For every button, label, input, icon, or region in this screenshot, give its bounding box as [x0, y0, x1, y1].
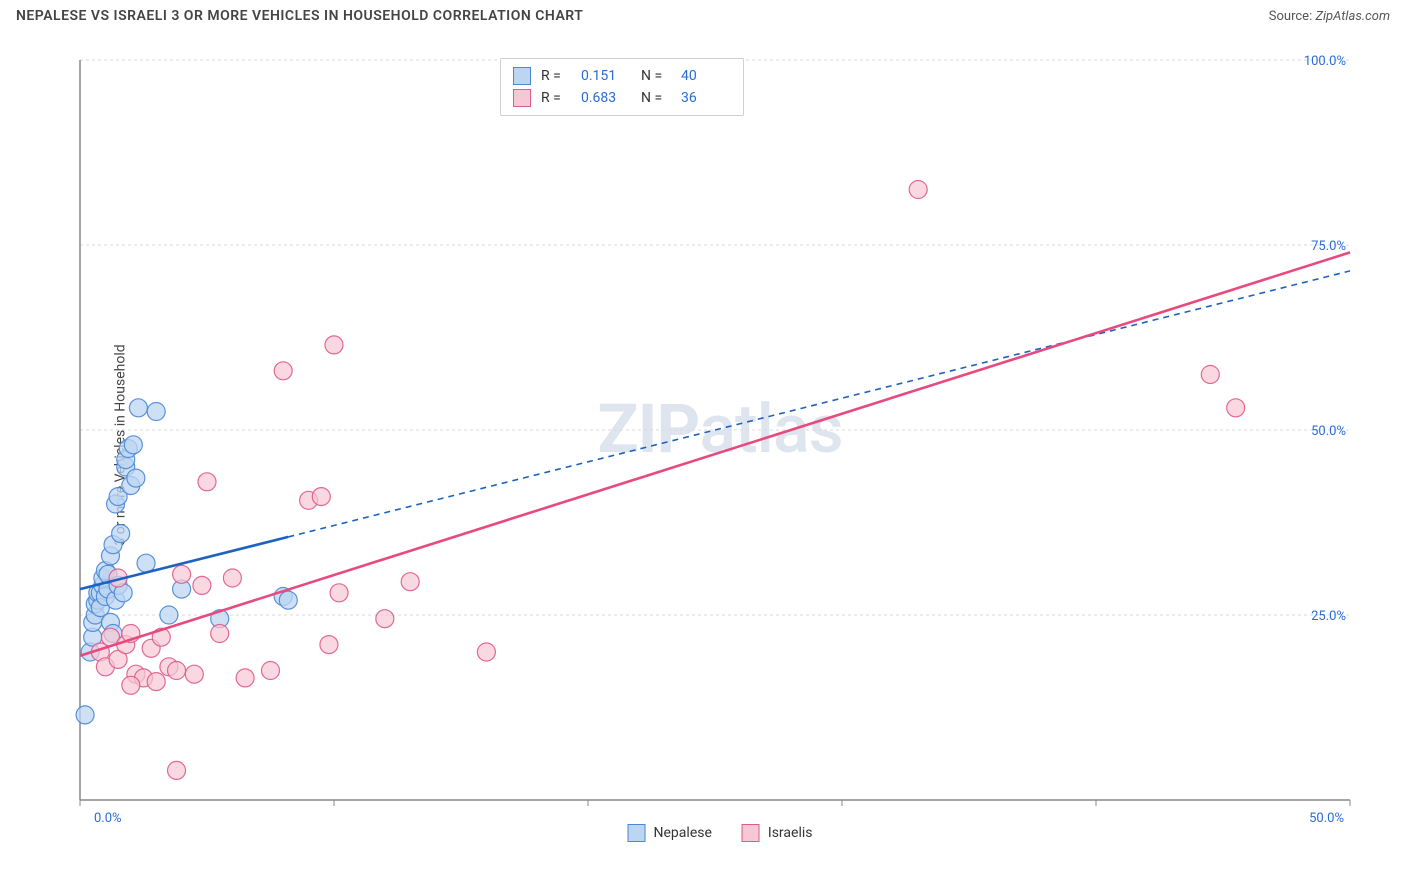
svg-text:100.0%: 100.0% [1304, 54, 1346, 69]
svg-text:50.0%: 50.0% [1309, 811, 1344, 826]
correlation-legend: R = 0.151 N = 40 R = 0.683 N = 36 [500, 58, 744, 116]
svg-text:25.0%: 25.0% [1311, 609, 1346, 624]
series-label: Nepalese [654, 825, 712, 841]
scatter-plot: 25.0% 50.0% 75.0% 100.0% 0.0% 50.0% [60, 40, 1390, 850]
legend-swatch [513, 67, 531, 85]
n-value: 36 [681, 90, 731, 106]
legend-swatch [742, 824, 760, 842]
series-legend-item: Israelis [742, 824, 813, 842]
r-label: R = [541, 90, 571, 106]
legend-swatch [513, 89, 531, 107]
chart-area: 3 or more Vehicles in Household ZIPatlas… [50, 40, 1390, 850]
source-prefix: Source: [1269, 9, 1316, 24]
chart-header: NEPALESE VS ISRAELI 3 OR MORE VEHICLES I… [0, 0, 1406, 28]
series-legend: Nepalese Israelis [628, 824, 813, 842]
r-value: 0.683 [581, 90, 631, 106]
svg-text:75.0%: 75.0% [1311, 239, 1346, 254]
correlation-row: R = 0.683 N = 36 [513, 87, 731, 109]
correlation-row: R = 0.151 N = 40 [513, 65, 731, 87]
r-label: R = [541, 68, 571, 84]
n-value: 40 [681, 68, 731, 84]
n-label: N = [641, 90, 671, 106]
n-label: N = [641, 68, 671, 84]
r-value: 0.151 [581, 68, 631, 84]
chart-source: Source: ZipAtlas.com [1269, 9, 1390, 24]
svg-text:50.0%: 50.0% [1311, 424, 1346, 439]
series-label: Israelis [768, 825, 813, 841]
series-legend-item: Nepalese [628, 824, 712, 842]
source-site: ZipAtlas.com [1315, 9, 1390, 24]
legend-swatch [628, 824, 646, 842]
svg-text:0.0%: 0.0% [94, 811, 122, 826]
chart-title: NEPALESE VS ISRAELI 3 OR MORE VEHICLES I… [16, 8, 583, 24]
